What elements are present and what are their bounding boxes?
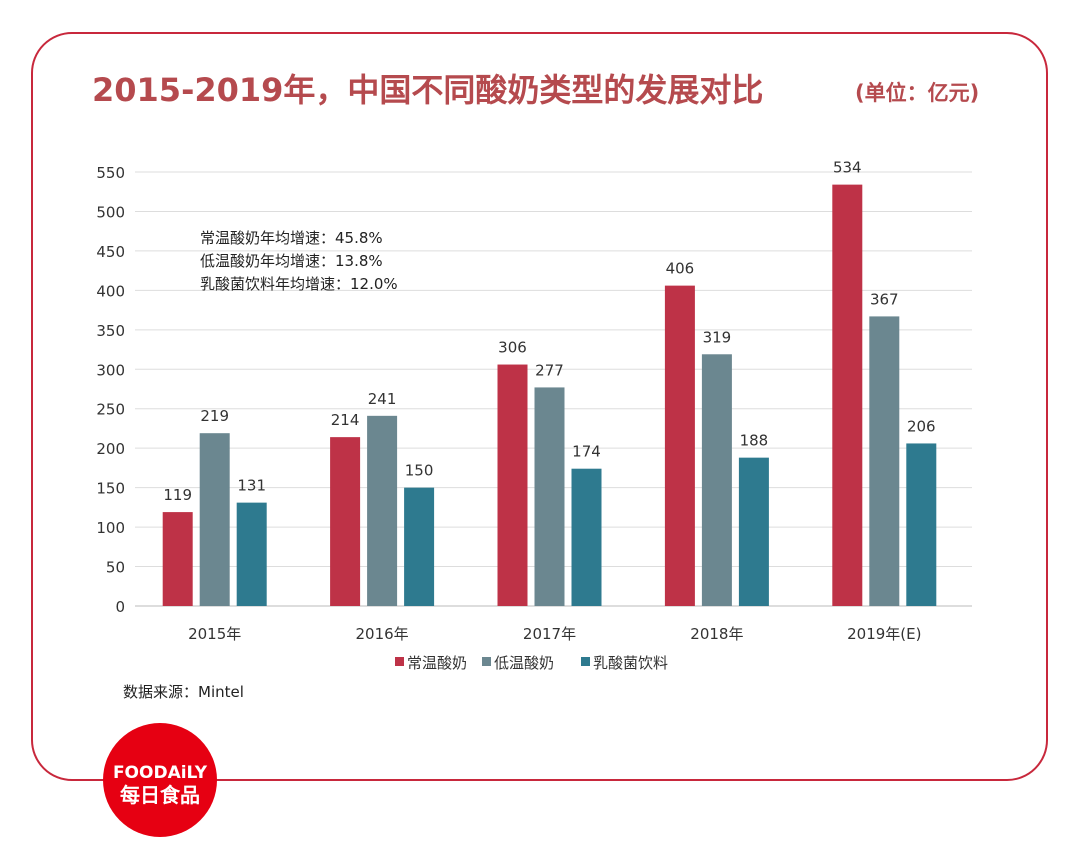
bar (832, 184, 863, 606)
bar (571, 468, 602, 606)
svg-text:每日食品: 每日食品 (120, 783, 200, 807)
legend-swatch (581, 657, 590, 666)
bar (738, 457, 769, 606)
y-tick-label: 250 (96, 401, 125, 419)
legend-swatch (395, 657, 404, 666)
data-label: 534 (833, 159, 862, 177)
data-label: 119 (163, 486, 192, 504)
bar (701, 354, 732, 606)
bar (199, 433, 230, 606)
data-label: 219 (200, 407, 229, 425)
legend-swatch (482, 657, 491, 666)
data-label: 406 (666, 260, 695, 278)
svg-text:FOODAiLY: FOODAiLY (113, 763, 208, 783)
data-label: 150 (405, 462, 434, 480)
y-tick-label: 0 (115, 598, 125, 616)
bar (162, 512, 193, 606)
data-label: 277 (535, 361, 564, 379)
y-tick-label: 350 (96, 322, 125, 340)
foodaily-logo: FOODAiLY 每日食品 (103, 723, 217, 837)
data-label: 214 (331, 411, 360, 429)
y-tick-label: 400 (96, 282, 125, 300)
x-tick-label: 2018年 (690, 625, 743, 643)
x-tick-label: 2015年 (188, 625, 241, 643)
x-tick-label: 2017年 (523, 625, 576, 643)
data-label: 367 (870, 290, 899, 308)
chart-title: 2015-2019年，中国不同酸奶类型的发展对比 (92, 71, 763, 109)
data-label: 174 (572, 443, 601, 461)
legend-label: 低温酸奶 (494, 654, 554, 672)
annotation: 乳酸菌饮料年均增速：12.0% (200, 275, 398, 293)
y-tick-label: 300 (96, 361, 125, 379)
data-label: 319 (703, 328, 732, 346)
legend-label: 乳酸菌饮料 (593, 654, 668, 672)
y-tick-label: 450 (96, 243, 125, 261)
y-tick-label: 150 (96, 480, 125, 498)
bar (367, 415, 398, 606)
x-tick-label: 2016年 (356, 625, 409, 643)
bar (236, 502, 267, 606)
x-tick-label: 2019年(E) (847, 625, 921, 643)
data-label: 131 (237, 477, 266, 495)
data-label: 188 (740, 432, 769, 450)
data-label: 306 (498, 339, 527, 357)
data-label: 206 (907, 417, 936, 435)
annotation: 低温酸奶年均增速：13.8% (200, 252, 383, 270)
y-tick-label: 550 (96, 164, 125, 182)
bar (906, 443, 937, 606)
chart-unit: (单位：亿元) (855, 81, 979, 105)
bar (534, 387, 565, 606)
bar (404, 487, 435, 606)
y-tick-label: 200 (96, 440, 125, 458)
bar (664, 285, 695, 606)
y-tick-label: 50 (106, 559, 125, 577)
data-label: 241 (368, 390, 397, 408)
legend-label: 常温酸奶 (407, 654, 467, 672)
bar (869, 316, 900, 606)
source-note: 数据来源：Mintel (123, 683, 244, 701)
y-tick-label: 100 (96, 519, 125, 537)
annotation: 常温酸奶年均增速：45.8% (200, 229, 383, 247)
bar (330, 437, 361, 606)
bar (497, 364, 528, 606)
y-tick-label: 500 (96, 203, 125, 221)
